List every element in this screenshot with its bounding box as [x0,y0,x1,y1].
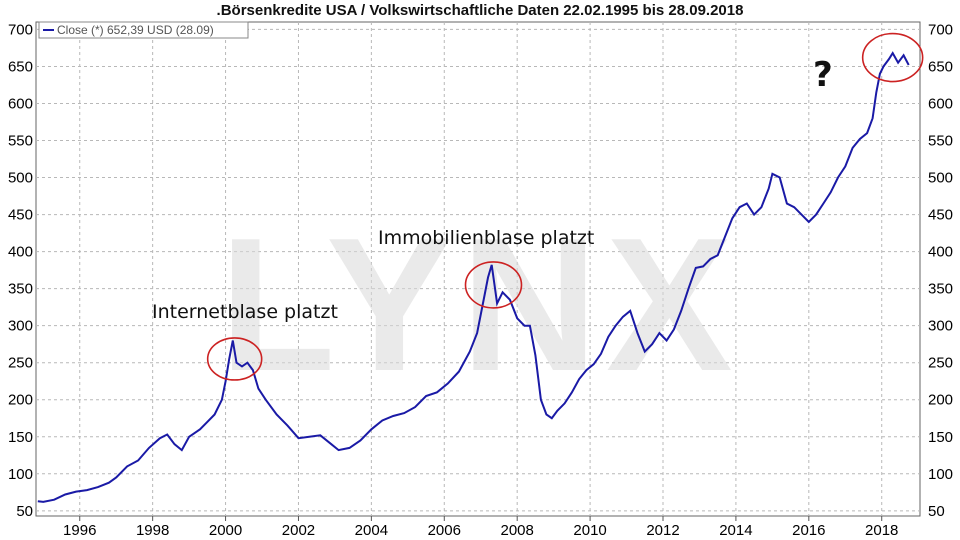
y-tick-label-right: 650 [928,58,953,75]
y-axis-right: 50 100 150 200 250 300 350 400 450 500 550 600 650 70… [928,21,953,519]
y-tick-label-left: 350 [8,281,33,298]
annotation-question-mark: ? [813,55,833,95]
legend-label: Close (*) 652,39 USD (28.09) [57,23,214,37]
y-tick-label-left: 600 [8,95,33,112]
y-axis-left: 50 100 150 200 250 300 350 400 450 500 550 600 650 70… [8,21,33,519]
x-tick-label: 2016 [792,522,825,539]
y-tick-label-left: 250 [8,355,33,372]
y-tick-label-left: 400 [8,244,33,261]
y-tick-label-left: 100 [8,466,33,483]
y-tick-label-right: 150 [928,429,953,446]
y-tick-label-right: 500 [928,170,953,187]
x-tick-label: 2004 [355,522,388,539]
y-tick-label-right: 250 [928,355,953,372]
x-tick-label: 1996 [63,522,96,539]
x-tick-label: 2002 [282,522,315,539]
y-tick-label-right: 450 [928,207,953,224]
y-tick-label-right: 550 [928,133,953,150]
y-tick-label-left: 650 [8,58,33,75]
y-tick-label-right: 100 [928,466,953,483]
plot-area [35,21,921,517]
y-tick-label-left: 50 [16,503,33,520]
legend: Close (*) 652,39 USD (28.09) [38,21,249,39]
y-tick-label-left: 500 [8,170,33,187]
y-tick-label-right: 50 [928,503,945,520]
y-tick-label-right: 400 [928,244,953,261]
highlight-circle-2007 [464,261,523,309]
y-tick-label-right: 300 [928,318,953,335]
y-tick-label-left: 300 [8,318,33,335]
y-tick-label-left: 700 [8,21,33,38]
x-tick-label: 2012 [646,522,679,539]
x-axis: 1996 1998 2000 2002 2004 2006 2008 2010 2012 2014… [63,516,898,539]
x-tick-label: 2018 [865,522,898,539]
y-tick-label-right: 200 [928,392,953,409]
x-tick-label: 2008 [501,522,534,539]
x-tick-label: 2006 [428,522,461,539]
watermark-text: LYNX [219,199,740,411]
gridlines [36,22,920,516]
highlight-circle-2000 [206,337,263,381]
y-tick-label-left: 150 [8,429,33,446]
y-tick-label-right: 350 [928,281,953,298]
x-tick-label: 1998 [136,522,169,539]
highlight-circles [206,32,924,381]
close-price-line [37,51,910,503]
x-tick-label: 2014 [719,522,752,539]
y-tick-label-left: 200 [8,392,33,409]
x-tick-label: 2000 [209,522,242,539]
x-tick-label: 2010 [573,522,606,539]
legend-box [38,21,249,39]
y-tick-label-right: 700 [928,21,953,38]
annotation-internetblase: Internetblase platzt [152,301,338,323]
chart-title: .Börsenkredite USA / Volkswirtschaftlich… [217,2,744,19]
y-tick-label-left: 450 [8,207,33,224]
y-tick-label-left: 550 [8,133,33,150]
y-tick-label-right: 600 [928,95,953,112]
annotation-immobilienblase: Immobilienblase platzt [378,227,594,249]
highlight-circle-2018 [861,32,924,83]
